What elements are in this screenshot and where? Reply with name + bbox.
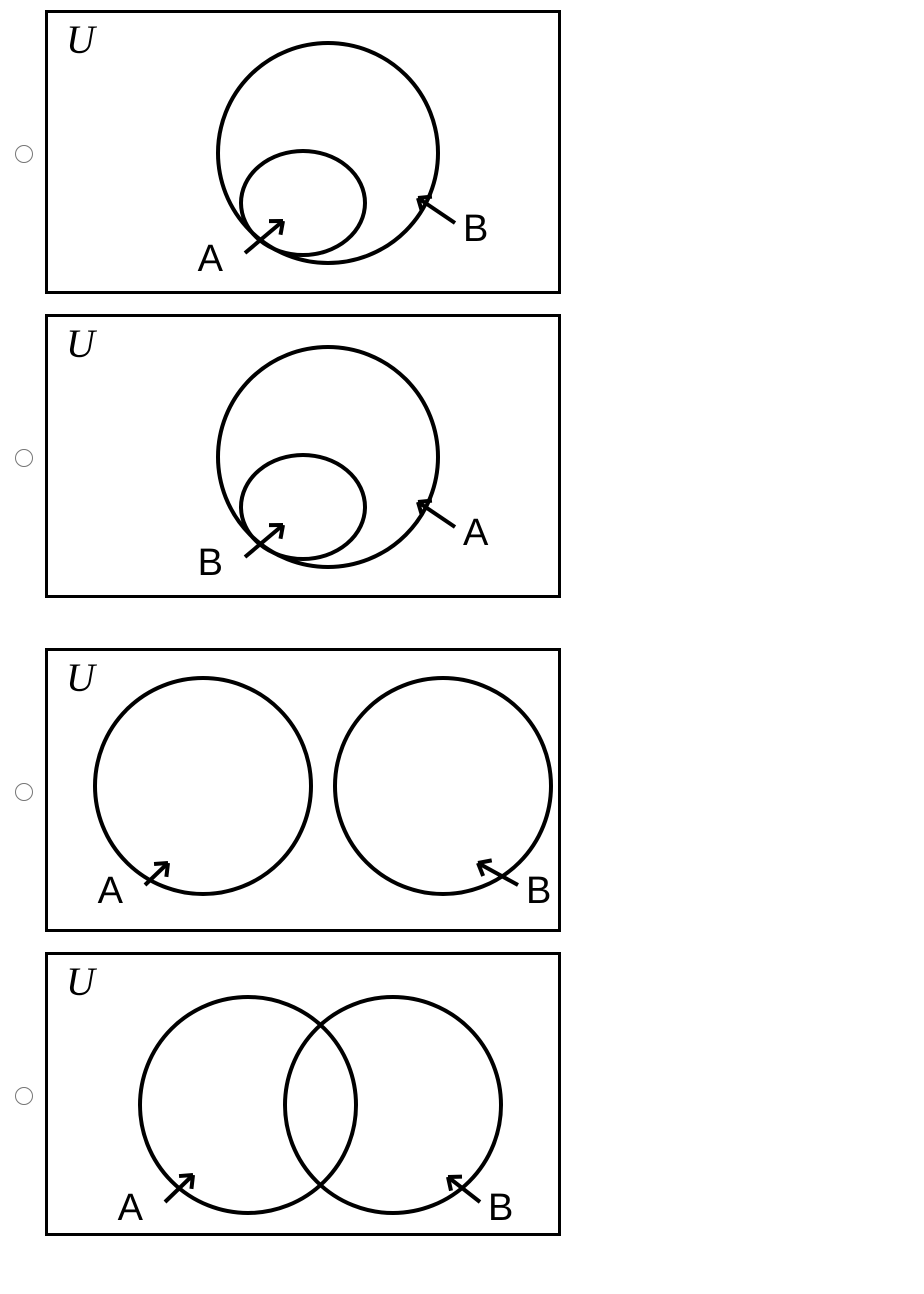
universal-set-label: U bbox=[66, 321, 98, 366]
option-3: U A B bbox=[10, 648, 914, 932]
radio-option-4[interactable] bbox=[15, 1087, 33, 1105]
venn-diagram-1: U A B bbox=[45, 10, 561, 294]
universal-set-label: U bbox=[66, 655, 98, 700]
venn-diagram-4: U A B bbox=[45, 952, 561, 1236]
venn-svg: U A B bbox=[48, 955, 558, 1233]
set-label-b: B bbox=[198, 542, 223, 584]
set-label-a: A bbox=[463, 512, 489, 554]
option-4: U A B bbox=[10, 952, 914, 1236]
set-label-a: A bbox=[98, 870, 124, 912]
venn-svg: U A B bbox=[48, 651, 558, 929]
venn-diagram-3: U A B bbox=[45, 648, 561, 932]
radio-option-3[interactable] bbox=[15, 783, 33, 801]
universal-set-label: U bbox=[66, 17, 98, 62]
universal-set-label: U bbox=[66, 959, 98, 1004]
venn-svg: U A B bbox=[48, 13, 558, 291]
venn-diagram-2: U B A bbox=[45, 314, 561, 598]
radio-option-2[interactable] bbox=[15, 449, 33, 467]
option-1: U A B bbox=[10, 10, 914, 294]
set-label-b: B bbox=[488, 1187, 513, 1229]
set-label-a: A bbox=[118, 1187, 144, 1229]
option-2: U B A bbox=[10, 314, 914, 598]
set-label-a: A bbox=[198, 238, 224, 280]
set-label-b: B bbox=[463, 208, 488, 250]
venn-svg: U B A bbox=[48, 317, 558, 595]
set-label-b: B bbox=[526, 870, 551, 912]
radio-option-1[interactable] bbox=[15, 145, 33, 163]
